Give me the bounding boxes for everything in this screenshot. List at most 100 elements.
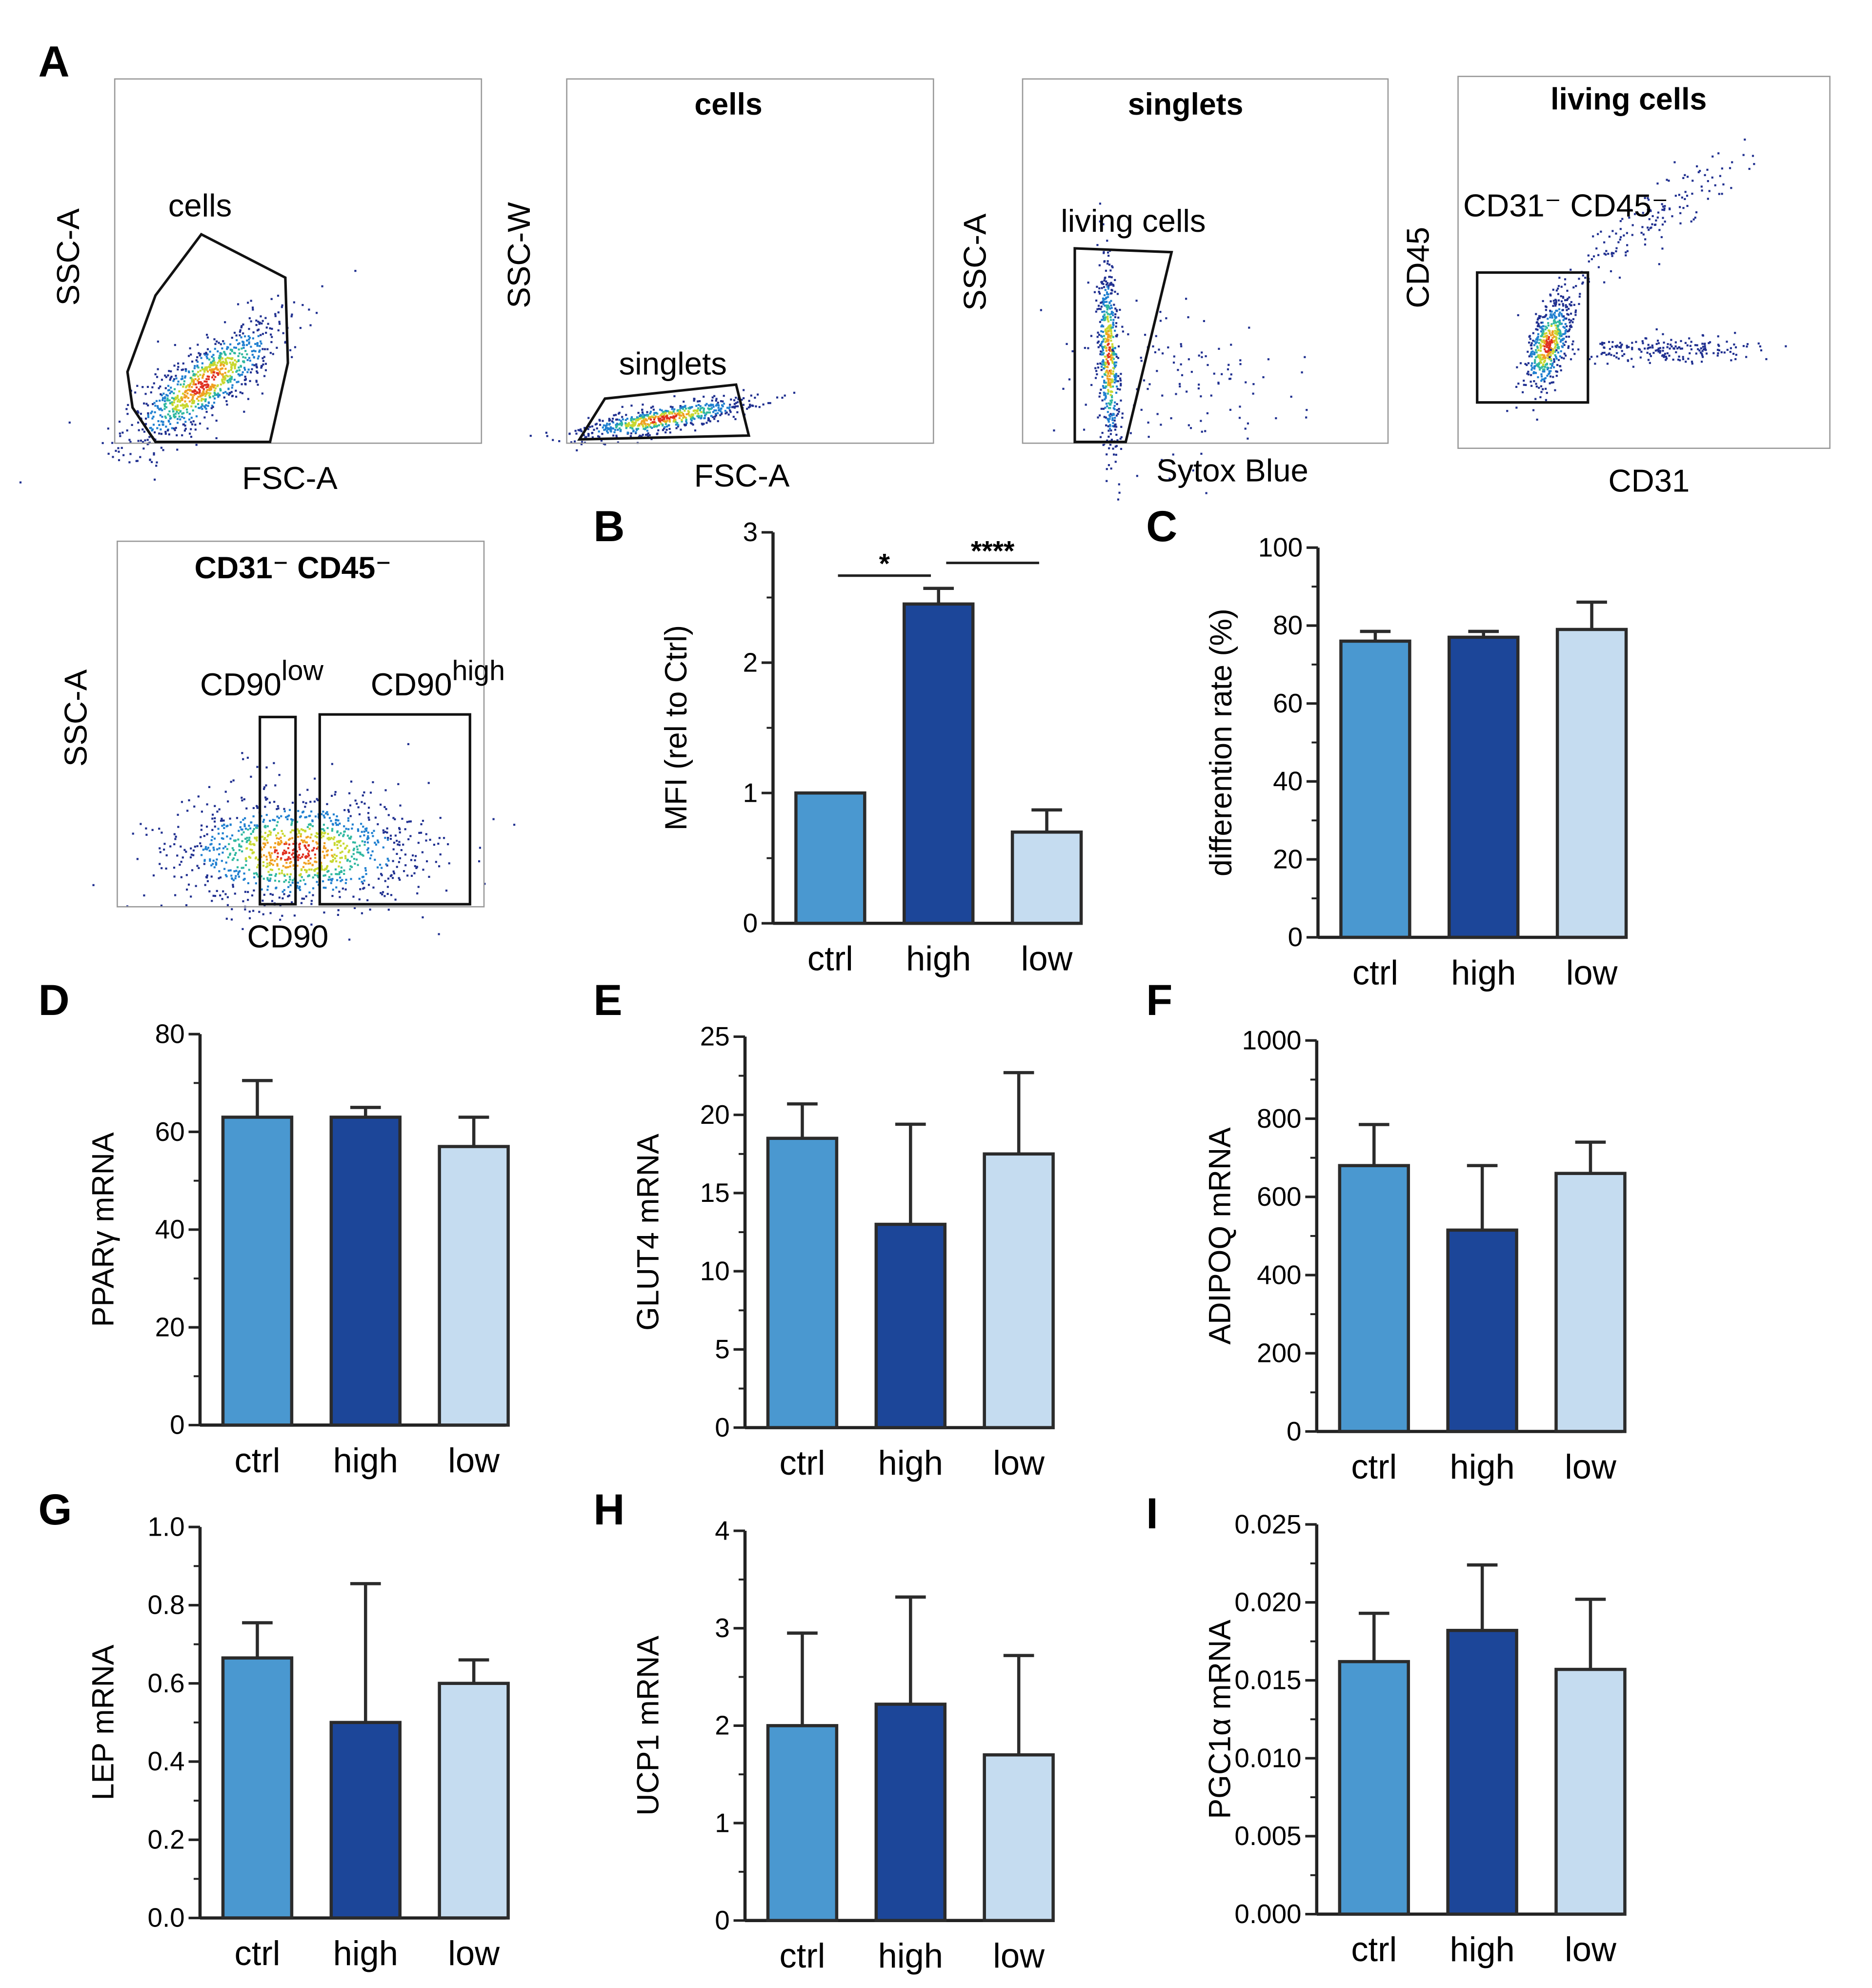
gate-cells[interactable] (126, 232, 289, 444)
event-dot (1619, 238, 1621, 241)
event-dot (648, 434, 651, 436)
event-dot (1655, 328, 1658, 330)
event-dot (243, 798, 245, 801)
event-dot (1563, 344, 1566, 346)
event-dot (243, 872, 245, 875)
event-dot (1104, 345, 1107, 347)
event-dot (1700, 185, 1703, 188)
y-tick-label: 0.4 (147, 1746, 184, 1776)
event-dot (703, 423, 705, 425)
event-dot (654, 425, 656, 427)
event-dot (630, 432, 633, 435)
event-dot (712, 411, 715, 413)
event-dot (713, 395, 716, 397)
event-dot (719, 410, 722, 412)
event-dot (256, 806, 259, 808)
event-dot (1555, 327, 1558, 329)
event-dot (287, 847, 289, 850)
event-dot (606, 427, 609, 429)
event-dot (1691, 361, 1693, 363)
event-dot (207, 847, 210, 849)
event-dot (247, 828, 249, 831)
event-dot (1561, 314, 1563, 317)
event-dot (261, 322, 263, 325)
gate-singlets[interactable] (577, 383, 751, 441)
event-dot (1565, 304, 1567, 306)
event-dot (723, 403, 725, 405)
event-dot (262, 788, 265, 790)
event-dot (382, 829, 384, 832)
event-dot (304, 841, 307, 843)
event-dot (1639, 356, 1642, 359)
event-dot (697, 416, 700, 419)
gate-cd90-low[interactable] (259, 715, 297, 906)
event-dot (209, 858, 211, 861)
event-dot (184, 395, 187, 397)
event-dot (269, 352, 272, 354)
event-dot (211, 405, 214, 407)
event-dot (1252, 383, 1255, 385)
event-dot (1567, 313, 1570, 316)
x-tick-label: ctrl (1352, 953, 1398, 992)
event-dot (632, 430, 635, 433)
event-dot (1668, 180, 1670, 182)
event-dot (1550, 294, 1552, 297)
event-dot (241, 347, 243, 350)
x-tick-label: low (993, 1443, 1045, 1482)
gate-cd90-high[interactable] (318, 713, 471, 906)
event-dot (278, 321, 281, 323)
event-dot (1548, 336, 1550, 338)
event-dot (1631, 348, 1633, 350)
event-dot (1600, 353, 1603, 355)
event-dot (1110, 395, 1113, 397)
event-dot (1655, 219, 1657, 222)
event-dot (219, 894, 221, 897)
event-dot (184, 368, 187, 370)
event-dot (1097, 340, 1100, 343)
flow-plot-sytox-ssc: singlets living cells Sytox Blue SSC-A (957, 78, 1389, 501)
event-dot (1539, 349, 1542, 352)
event-dot (1555, 344, 1557, 346)
event-dot (173, 365, 176, 367)
event-dot (140, 439, 142, 442)
event-dot (398, 827, 401, 830)
event-dot (300, 873, 302, 875)
event-dot (172, 380, 175, 382)
event-dot (1115, 355, 1118, 358)
event-dot (1107, 356, 1109, 359)
event-dot (304, 862, 307, 865)
event-dot (677, 425, 679, 428)
event-dot (1102, 303, 1105, 305)
event-dot (175, 406, 177, 409)
event-dot (342, 842, 345, 845)
event-dot (217, 828, 220, 830)
event-dot (1105, 382, 1107, 384)
event-dot (305, 816, 308, 818)
event-dot (379, 864, 382, 866)
event-dot (708, 419, 710, 421)
event-dot (229, 361, 231, 364)
event-dot (1550, 354, 1552, 356)
event-dot (1096, 285, 1098, 288)
event-dot (1668, 354, 1671, 357)
event-dot (165, 394, 168, 396)
event-dot (784, 394, 786, 397)
gate-living-cells[interactable] (1073, 247, 1173, 444)
event-dot (331, 823, 334, 825)
event-dot (218, 808, 221, 811)
event-dot (1554, 304, 1557, 307)
event-dot (648, 425, 650, 427)
gate-cd31-cd45-negative[interactable] (1476, 271, 1590, 404)
event-dot (122, 454, 125, 456)
event-dot (1112, 358, 1115, 360)
event-dot (1687, 358, 1690, 360)
event-dot (1662, 205, 1665, 208)
event-dot (330, 882, 332, 884)
event-dot (1127, 333, 1129, 336)
event-dot (322, 814, 325, 817)
event-dot (1721, 167, 1723, 170)
event-dot (529, 435, 532, 437)
event-dot (277, 852, 279, 854)
event-dot (1135, 300, 1138, 302)
event-dot (155, 465, 158, 467)
